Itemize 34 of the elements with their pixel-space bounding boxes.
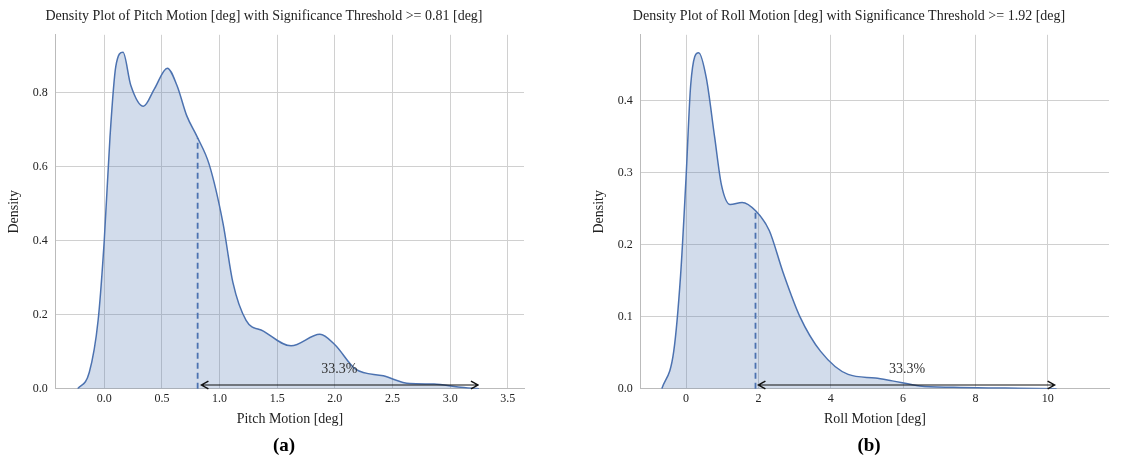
x-tick-label: 1.5	[269, 391, 285, 406]
y-tick-label: 0.0	[32, 380, 48, 395]
y-tick-label: 0.0	[617, 380, 633, 395]
x-tick-label: 0.0	[96, 391, 112, 406]
annotation: 33.3%	[888, 361, 926, 377]
x-tick-label: 2.5	[385, 391, 401, 406]
y-tick-label: 0.6	[32, 158, 48, 173]
y-tick-label: 0.3	[617, 165, 633, 180]
y-axis-title: Density	[6, 190, 22, 234]
x-tick-label: 3.5	[500, 391, 516, 406]
x-tick-label: 10	[1041, 391, 1054, 406]
annotation: 33.3%	[321, 361, 358, 377]
x-tick-label: 4	[827, 391, 834, 406]
x-tick-label: 8	[972, 391, 979, 406]
y-tick-label: 0.4	[617, 93, 633, 108]
x-axis-title: Pitch Motion [deg]	[236, 411, 344, 427]
y-tick-label: 0.4	[32, 232, 48, 247]
chart-title: Density Plot of Roll Motion [deg] with Significance Threshold >= 1.92 [deg]	[632, 8, 1066, 24]
x-tick-label: 1.0	[212, 391, 228, 406]
x-tick-label: 0	[683, 391, 690, 406]
x-tick-label: 2.0	[327, 391, 343, 406]
text: (a)	[271, 434, 297, 456]
y-tick-label: 0.8	[32, 84, 48, 99]
x-tick-label: 2	[755, 391, 762, 406]
y-axis-title: Density	[591, 190, 607, 234]
x-tick-label: 3.0	[442, 391, 458, 406]
x-tick-label: 0.5	[154, 391, 170, 406]
text: (b)	[856, 434, 882, 456]
chart-title: Density Plot of Pitch Motion [deg] with Significance Threshold >= 0.81 [deg]	[45, 8, 483, 24]
y-tick-label: 0.2	[617, 237, 633, 252]
x-axis-title: Roll Motion [deg]	[823, 411, 926, 427]
y-tick-label: 0.2	[32, 306, 48, 321]
y-tick-label: 0.1	[617, 309, 633, 324]
x-tick-label: 6	[900, 391, 907, 406]
